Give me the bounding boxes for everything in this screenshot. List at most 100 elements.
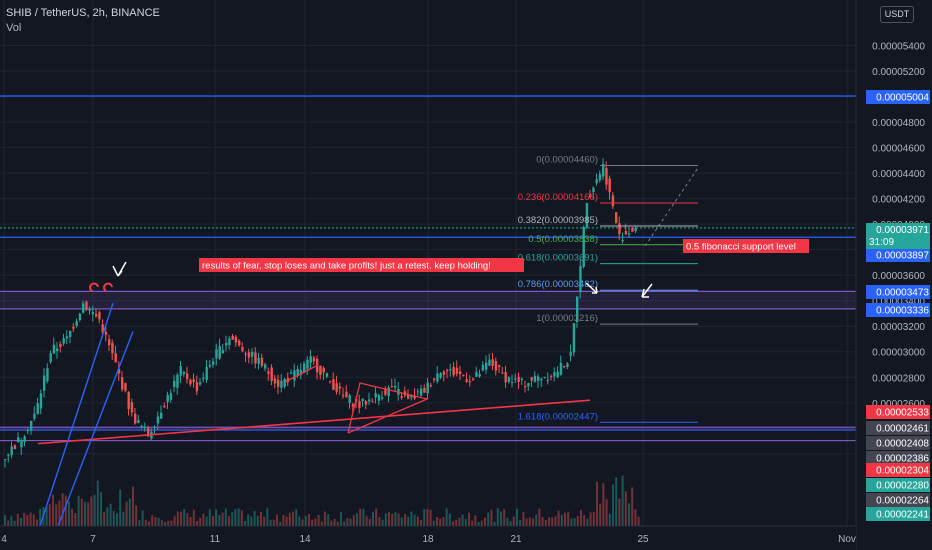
volume-bar [528,517,531,526]
volume-bar [490,509,493,526]
candle [608,178,611,193]
volume-bar [55,504,58,526]
volume-bar [410,511,413,526]
candle [101,324,104,333]
volume-bar [314,518,317,526]
volume-bar [285,516,288,526]
volume-bar [7,520,10,526]
arrow-icon [112,261,127,277]
candle [566,363,569,368]
time-tick: 21 [510,534,522,545]
volume-bar [23,512,26,526]
candle [43,375,46,391]
volume-bar [160,520,163,526]
candle [634,227,637,232]
candle [585,203,589,228]
candle [390,386,394,388]
volume-bar [404,514,406,526]
volume-bar [637,516,640,526]
volume-bar [570,518,573,526]
volume-bar [138,520,141,526]
candle [72,326,75,329]
volume-bar [615,477,618,526]
volume-bar [368,519,371,526]
candle [293,370,296,381]
candle [374,393,377,398]
price-label-text: 0.00002533 [876,408,929,419]
annotation-text: results of fear, stop loses and take pro… [202,261,491,272]
candle [36,403,39,415]
volume-bar [480,520,483,526]
volume-bar [474,515,477,526]
candle [91,312,95,315]
candle [312,357,316,362]
volume-bar [112,511,115,526]
volume-bar [13,520,16,526]
volume-bar [208,509,211,526]
candle [420,388,423,396]
volume-bar [308,514,310,526]
candle [410,395,413,398]
volume-bar [580,509,582,526]
volume-bar [269,519,272,526]
currency-button[interactable]: USDT [880,6,914,23]
volume-bar [96,480,99,526]
volume-bar [384,513,387,526]
volume-bar [205,516,208,526]
candle [501,372,504,374]
candle [543,376,546,378]
volume-bar [288,512,291,526]
volume-bar [279,521,282,526]
volume-bar [628,503,630,526]
volume-bar [234,509,237,526]
candle [225,342,228,346]
candle [413,395,416,399]
volume-bar [272,519,275,526]
price-tick: 0.00003600 [872,271,925,282]
volume-bar [240,510,243,526]
candle [254,352,257,364]
candle [407,394,410,399]
candle [332,379,335,390]
candle [537,376,540,381]
price-label-text: 0.00002408 [876,439,929,450]
volume-bar [346,518,349,526]
countdown-text: 31:09 [869,237,894,248]
candle [85,301,88,310]
volume-bar [554,516,557,526]
volume-bar [445,508,448,526]
volume-bar [84,501,86,526]
volume-bar [93,495,96,526]
candle [173,380,176,387]
candle [270,367,273,382]
zone-band [0,427,856,431]
candle [514,378,517,380]
volume-bar [192,509,195,526]
candle [238,340,241,346]
volume-bar [71,508,74,526]
volume-bar [461,514,464,526]
price-label [866,421,930,435]
volume-bar [106,507,109,526]
volume-bar [148,521,150,526]
fib-label: 0.236(0.00004166) [518,192,598,203]
candle [186,373,189,380]
candle [33,413,36,419]
candle [553,372,556,377]
candle [595,179,598,184]
volume-bar [448,513,451,526]
price-tick: 0.00005400 [872,42,925,53]
candle [589,194,592,198]
volume-bar [26,515,29,526]
fib-label: 0.618(0.00003691) [518,253,598,264]
volume-bar [109,503,112,526]
candle [478,374,481,377]
volume-bar [544,519,547,526]
candle [494,361,498,371]
candle [368,399,371,402]
candle [592,187,595,193]
candle [26,430,30,432]
symbol-title[interactable]: SHIB / TetherUS, 2h, BINANCE [6,7,160,19]
price-tick: 0.00003200 [872,322,925,333]
